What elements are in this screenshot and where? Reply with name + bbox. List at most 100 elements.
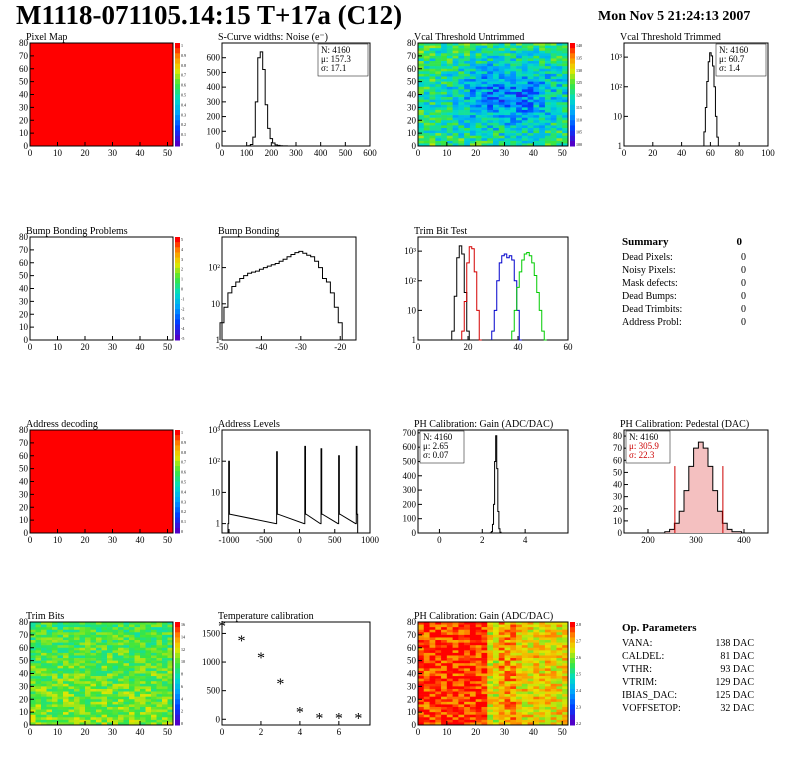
- heatmap-cell: [123, 660, 130, 664]
- x-tick-label: 60: [706, 148, 716, 158]
- heatmap-cell: [452, 50, 459, 54]
- heatmap-cell: [475, 642, 482, 646]
- heatmap-cell: [527, 117, 534, 121]
- heatmap-cell: [41, 678, 47, 682]
- heatmap-cell: [63, 650, 69, 654]
- heatmap-cell: [539, 73, 546, 77]
- chart-title: PH Calibration: Gain (ADC/DAC): [414, 611, 553, 622]
- heatmap-cell: [464, 676, 471, 679]
- heatmap-cell: [504, 115, 511, 118]
- heatmap-cell: [464, 696, 471, 700]
- heatmap-cell: [475, 696, 482, 700]
- heatmap-cell: [527, 61, 534, 64]
- heatmap-cell: [423, 143, 430, 147]
- heatmap-cell: [544, 683, 551, 687]
- heatmap-cell: [41, 647, 47, 651]
- heatmap-cell: [418, 50, 425, 54]
- heatmap-cell: [481, 117, 488, 121]
- heatmap-cell: [41, 627, 47, 631]
- heatmap-cell: [527, 686, 534, 690]
- heatmap-cell: [435, 652, 442, 656]
- heatmap-cell: [458, 104, 465, 108]
- heatmap-cell: [452, 706, 459, 710]
- heatmap-cell: [107, 645, 113, 649]
- heatmap-cell: [85, 714, 91, 718]
- heatmap-cell: [423, 694, 430, 697]
- chart-title: Temperature calibration: [218, 611, 314, 622]
- heatmap-cell: [41, 663, 47, 667]
- heatmap-cell: [46, 642, 53, 646]
- heatmap-cell: [498, 663, 505, 667]
- heatmap-cell: [418, 84, 425, 88]
- heatmap-cell: [493, 61, 500, 64]
- heatmap-cell: [487, 660, 494, 664]
- heatmap-cell: [544, 673, 551, 677]
- heatmap-cell: [35, 706, 42, 710]
- heatmap-cell: [527, 668, 534, 672]
- heatmap-cell: [441, 99, 448, 103]
- heatmap-cell: [487, 678, 494, 682]
- heatmap-cell: [498, 97, 505, 100]
- palette-label: 0.2: [181, 509, 186, 514]
- heatmap-cell: [101, 634, 108, 638]
- heatmap-cell: [481, 48, 488, 52]
- heatmap-cell: [423, 48, 430, 52]
- heatmap-cell: [123, 658, 130, 661]
- heatmap-cell: [441, 89, 448, 93]
- heatmap-cell: [151, 632, 157, 636]
- heatmap-cell: [539, 652, 546, 656]
- heatmap-cell: [167, 634, 174, 638]
- y-tick-label: 10³: [404, 246, 416, 256]
- heatmap-cell: [101, 691, 108, 695]
- heatmap-cell: [129, 706, 135, 710]
- heatmap-cell: [544, 632, 551, 636]
- heatmap-cell: [107, 686, 113, 690]
- heatmap-cell: [458, 61, 465, 64]
- heatmap-cell: [521, 61, 528, 64]
- heatmap-cell: [418, 109, 425, 113]
- x-tick-label: 10: [53, 148, 63, 158]
- heatmap-cell: [140, 660, 146, 664]
- heatmap-cell: [79, 670, 86, 674]
- heatmap-cell: [556, 719, 563, 723]
- heatmap-cell: [562, 50, 569, 54]
- heatmap-cell: [423, 50, 430, 54]
- heatmap-cell: [487, 43, 494, 46]
- heatmap-cell: [527, 719, 534, 723]
- heatmap-cell: [123, 670, 130, 674]
- heatmap-cell: [533, 61, 540, 64]
- heatmap-cell: [481, 624, 488, 628]
- y-tick-label: 300: [403, 485, 417, 495]
- x-tick-label: 10: [442, 148, 452, 158]
- heatmap-cell: [441, 45, 448, 49]
- heatmap-cell: [429, 53, 436, 57]
- heatmap-cell: [418, 688, 425, 692]
- heatmap-cell: [446, 55, 453, 59]
- heatmap-cell: [167, 676, 174, 679]
- heatmap-cell: [487, 115, 494, 118]
- heatmap-cell: [418, 112, 425, 116]
- heatmap-cell: [423, 91, 430, 95]
- heatmap-cell: [521, 652, 528, 656]
- heatmap-cell: [504, 45, 511, 49]
- heatmap-cell: [35, 714, 42, 718]
- heatmap-cell: [41, 722, 47, 726]
- heatmap-cell: [493, 683, 500, 687]
- x-tick-label: 30: [500, 727, 510, 737]
- heatmap-cell: [539, 627, 546, 631]
- heatmap-cell: [446, 696, 453, 700]
- heatmap-cell: [57, 627, 64, 631]
- heatmap-cell: [96, 627, 102, 631]
- scatter-point: *: [296, 705, 304, 722]
- histogram-fill: [664, 442, 742, 533]
- heatmap-cell: [57, 696, 64, 700]
- heatmap-cell: [469, 48, 476, 52]
- y-tick-label: 50: [19, 464, 29, 474]
- heatmap-cell: [527, 53, 534, 57]
- heatmap-cell: [562, 665, 569, 669]
- heatmap-cell: [441, 58, 448, 62]
- heatmap-cell: [510, 701, 517, 705]
- heatmap-cell: [156, 629, 163, 633]
- heatmap-cell: [452, 691, 459, 695]
- heatmap-cell: [533, 650, 540, 654]
